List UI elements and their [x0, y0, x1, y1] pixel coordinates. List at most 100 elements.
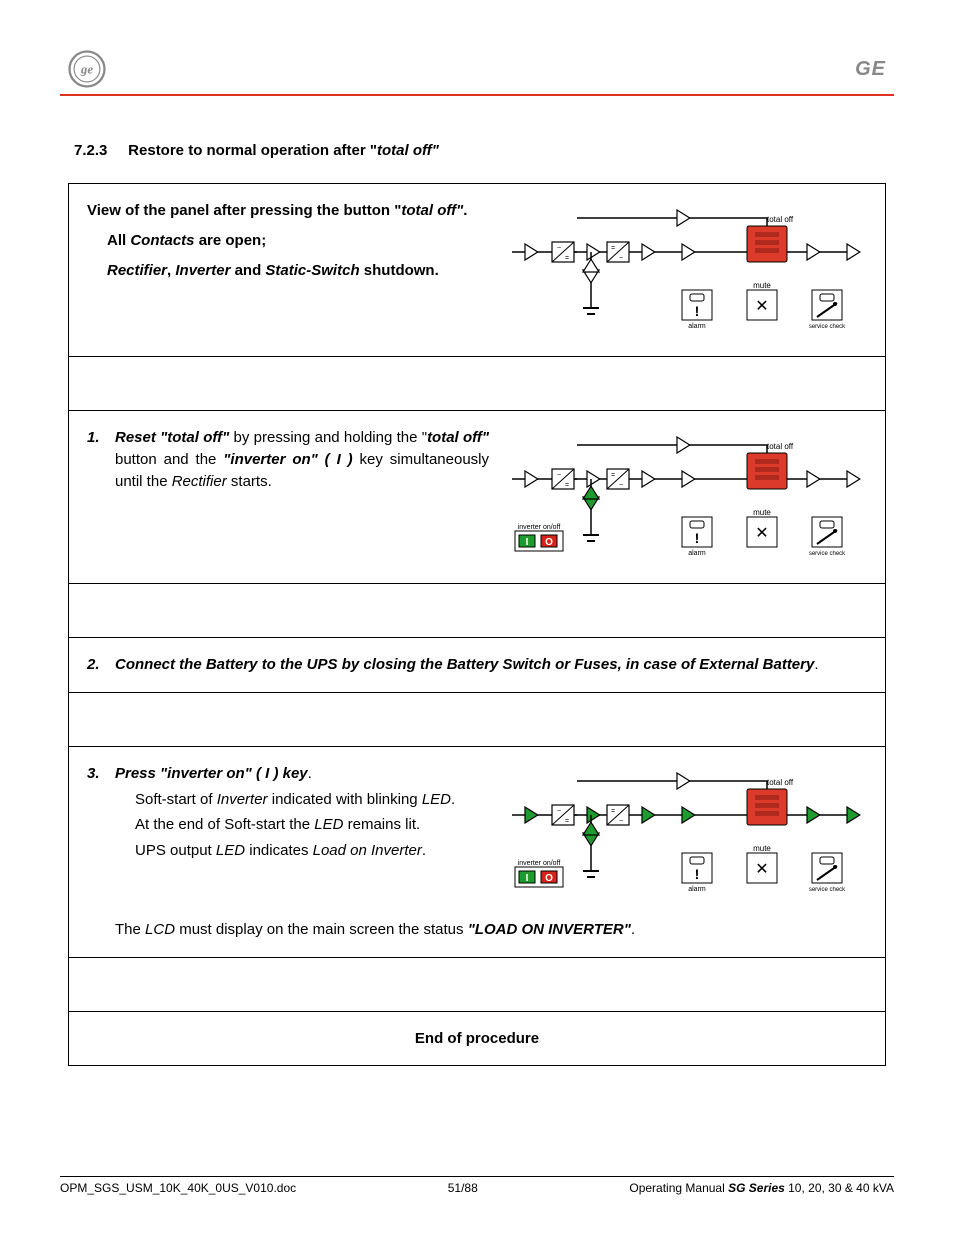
svg-text:mute: mute — [753, 281, 771, 290]
svg-text:service check: service check — [809, 887, 846, 893]
svg-text:I: I — [526, 873, 529, 884]
step3-cell: 3. Press "inverter on" ( I ) key. Soft-s… — [69, 746, 886, 957]
lcd-c: must display on the main screen the stat… — [175, 921, 468, 938]
step3-text: 3. Press "inverter on" ( I ) key. Soft-s… — [87, 763, 489, 903]
svg-text:total off: total off — [767, 215, 794, 224]
section-number: 7.2.3 — [74, 142, 124, 159]
spacer-1 — [69, 357, 886, 411]
intro-b1a: All — [107, 232, 130, 249]
s2a: Connect the Battery to the UPS by closin… — [115, 656, 814, 673]
s3s2a: At the end of Soft-start the — [135, 816, 314, 833]
s3s1d: LED — [422, 791, 451, 808]
s1c: by pressing and holding the " — [229, 429, 427, 446]
intro-b2e: Static-Switch — [265, 262, 359, 279]
s1a: Reset — [115, 429, 160, 446]
svg-text:inverter on/off: inverter on/off — [518, 524, 561, 531]
step2-num: 2. — [87, 654, 115, 676]
intro-cell: View of the panel after pressing the but… — [69, 184, 886, 357]
footer-center: 51/88 — [448, 1181, 478, 1195]
svg-text:service check: service check — [809, 324, 846, 330]
svg-text:O: O — [545, 873, 553, 884]
svg-text:=: = — [565, 255, 569, 262]
s3s1a: Soft-start of — [135, 791, 217, 808]
svg-text:~: ~ — [557, 472, 561, 479]
footer-rule — [60, 1176, 894, 1177]
intro-b2a: Rectifier — [107, 262, 167, 279]
s1e: button and the — [115, 451, 223, 468]
panel-diagram-intro: ~ = = ~ total off! alarm mute ✕ service check — [507, 200, 867, 340]
svg-text:✕: ✕ — [755, 525, 768, 542]
svg-text:service check: service check — [809, 551, 846, 557]
svg-text:total off: total off — [767, 442, 794, 451]
svg-text:mute: mute — [753, 844, 771, 853]
svg-text:=: = — [565, 482, 569, 489]
footer-left: OPM_SGS_USM_10K_40K_0US_V010.doc — [60, 1181, 296, 1195]
svg-text:ge: ge — [80, 62, 93, 77]
svg-text:✕: ✕ — [755, 861, 768, 878]
content: 7.2.3 Restore to normal operation after … — [60, 102, 894, 1066]
svg-text:=: = — [611, 245, 615, 252]
page-header: ge GE — [60, 50, 894, 92]
s3s3a: UPS output — [135, 842, 216, 859]
s1f: "inverter on" ( I ) — [223, 451, 352, 468]
intro-l1c: . — [463, 202, 467, 219]
fr-b: SG Series — [728, 1181, 785, 1195]
s3s1e: . — [451, 791, 455, 808]
svg-text:~: ~ — [619, 255, 623, 262]
intro-b2f: shutdown. — [360, 262, 439, 279]
intro-b1c: are open; — [195, 232, 267, 249]
s1d: total off" — [427, 429, 489, 446]
s3s3b: LED — [216, 842, 245, 859]
intro-b2d: and — [230, 262, 265, 279]
panel-diagram-step1: ~==~total off!alarmmute✕service checkinv… — [507, 427, 867, 567]
svg-text:=: = — [565, 818, 569, 825]
svg-text:!: ! — [695, 866, 700, 882]
s1i: starts. — [227, 473, 272, 490]
svg-text:~: ~ — [619, 818, 623, 825]
brand-text: GE — [855, 58, 886, 81]
s3c: . — [308, 765, 312, 782]
svg-text:~: ~ — [619, 482, 623, 489]
ge-logo: ge — [68, 50, 106, 88]
step1-figure: ~==~total off!alarmmute✕service checkinv… — [507, 427, 867, 567]
svg-text:O: O — [545, 537, 553, 548]
fr-c: 10, 20, 30 & 40 kVA — [785, 1181, 894, 1195]
svg-text:~: ~ — [557, 808, 561, 815]
intro-l1a: View of the panel after pressing the but… — [87, 202, 401, 219]
s2b: . — [814, 656, 818, 673]
svg-text:!: ! — [695, 303, 700, 319]
lcd-b: LCD — [145, 921, 175, 938]
s1h: Rectifier — [172, 473, 227, 490]
step1-text: 1. Reset "total off" by pressing and hol… — [87, 427, 489, 567]
svg-text:✕: ✕ — [755, 298, 768, 315]
step1-num: 1. — [87, 427, 115, 492]
svg-text:~: ~ — [557, 245, 561, 252]
page: ge GE 7.2.3 Restore to normal operation … — [0, 0, 954, 1106]
step3-figure: ~==~total off!alarmmute✕service checkinv… — [507, 763, 867, 903]
s3b: "inverter on" ( I ) key — [160, 765, 308, 782]
svg-text:=: = — [611, 472, 615, 479]
s3s3c: indicates — [245, 842, 313, 859]
lcd-a: The — [115, 921, 145, 938]
page-footer: OPM_SGS_USM_10K_40K_0US_V010.doc 51/88 O… — [60, 1176, 894, 1195]
footer-right: Operating Manual SG Series 10, 20, 30 & … — [629, 1181, 894, 1195]
fr-a: Operating Manual — [629, 1181, 728, 1195]
svg-text:alarm: alarm — [688, 550, 706, 557]
section-title-ital: total off" — [377, 142, 439, 159]
panel-diagram-step3: ~==~total off!alarmmute✕service checkinv… — [507, 763, 867, 903]
intro-b2c: Inverter — [175, 262, 230, 279]
spacer-3 — [69, 692, 886, 746]
intro-text: View of the panel after pressing the but… — [87, 200, 489, 340]
svg-text:=: = — [611, 808, 615, 815]
intro-l1b: total off" — [401, 202, 463, 219]
procedure-table: View of the panel after pressing the but… — [68, 183, 886, 1066]
svg-text:alarm: alarm — [688, 323, 706, 330]
s1b: "total off" — [160, 429, 229, 446]
section-title-plain: Restore to normal operation after " — [128, 142, 377, 159]
intro-b1b: Contacts — [130, 232, 194, 249]
svg-text:!: ! — [695, 530, 700, 546]
section-heading: 7.2.3 Restore to normal operation after … — [68, 142, 886, 159]
s3s3d: Load on Inverter — [313, 842, 422, 859]
svg-text:I: I — [526, 537, 529, 548]
s3s2c: remains lit. — [343, 816, 420, 833]
